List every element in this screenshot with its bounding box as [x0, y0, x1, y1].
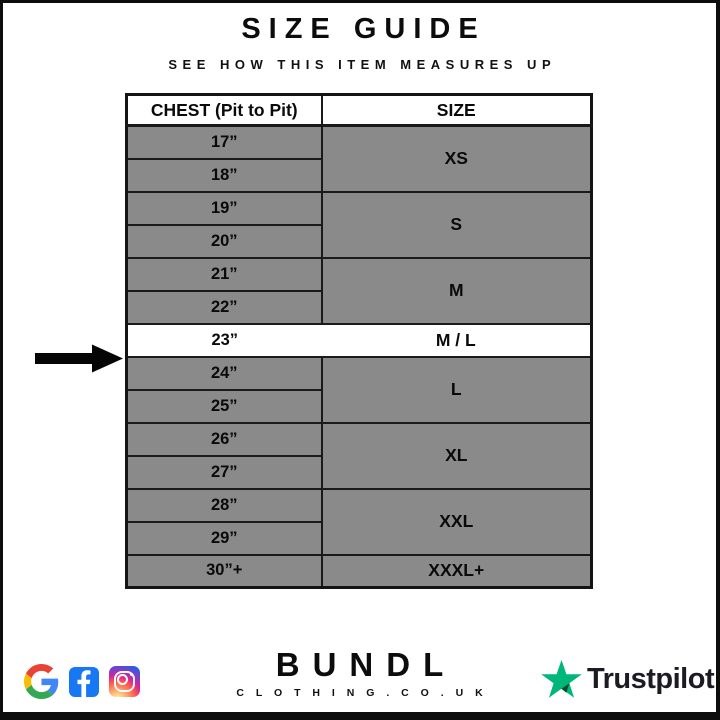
size-table: CHEST (Pit to Pit) SIZE 17” XS 18” 19” S…: [125, 93, 593, 589]
table-row: 29”: [125, 521, 592, 556]
table-row: 18”: [125, 158, 592, 193]
chest-cell-highlighted: 23”: [125, 322, 322, 358]
chest-cell: 21”: [125, 256, 323, 292]
chest-cell: 20”: [125, 224, 323, 259]
table-row: 21” M: [125, 256, 593, 325]
google-icon[interactable]: [24, 664, 59, 699]
brand-logo: BUNDL C L O T H I N G . C O . U K: [3, 646, 716, 699]
size-cell: XS: [320, 124, 593, 193]
instagram-camera-frame: [114, 671, 135, 692]
brand-name: BUNDL: [275, 646, 457, 683]
size-cell: XL: [320, 421, 593, 490]
table-row: 22”: [125, 290, 592, 325]
table-row: 19” S: [125, 190, 593, 259]
highlight-arrow-icon: [35, 344, 123, 373]
table-row: 30”+ XXXL+: [125, 553, 593, 589]
chest-cell: 30”+: [125, 553, 323, 589]
size-cell: XXL: [320, 487, 593, 556]
chest-cell: 17”: [125, 124, 323, 160]
social-icons: [24, 664, 140, 699]
chest-cell: 24”: [125, 355, 323, 391]
table-row: 24” L: [125, 355, 593, 424]
size-cell: XXXL+: [320, 553, 593, 589]
chest-cell: 29”: [125, 521, 323, 556]
trustpilot-wordmark: Trustpilot: [587, 663, 715, 695]
chest-cell: 28”: [125, 487, 323, 523]
table-row: 25”: [125, 389, 592, 424]
chest-cell: 26”: [125, 421, 323, 457]
chest-cell: 27”: [125, 455, 323, 490]
size-table-header-row: CHEST (Pit to Pit) SIZE: [125, 93, 593, 127]
size-cell: M: [320, 256, 593, 325]
size-cell: S: [320, 190, 593, 259]
table-row: 28” XXL: [125, 487, 593, 556]
instagram-icon[interactable]: [109, 666, 140, 697]
column-header-size: SIZE: [320, 93, 593, 127]
table-row: 27”: [125, 455, 592, 490]
size-cell: L: [320, 355, 593, 424]
page-subtitle: SEE HOW THIS ITEM MEASURES UP: [168, 57, 557, 72]
highlighted-table-row: 23” M / L: [125, 322, 593, 358]
chest-cell: 22”: [125, 290, 323, 325]
instagram-camera-lens: [117, 674, 128, 685]
trustpilot-logo[interactable]: Trustpilot: [541, 660, 715, 699]
brand-domain: C L O T H I N G . C O . U K: [236, 687, 488, 699]
table-row: 26” XL: [125, 421, 593, 490]
table-row: 20”: [125, 224, 592, 259]
chest-cell: 18”: [125, 158, 323, 193]
table-row: 17” XS: [125, 124, 593, 193]
instagram-camera-flash-dot: [130, 673, 133, 676]
size-cell-highlighted: M / L: [321, 322, 593, 358]
column-header-chest: CHEST (Pit to Pit): [125, 93, 323, 127]
chest-cell: 25”: [125, 389, 323, 424]
facebook-icon[interactable]: [69, 666, 99, 697]
trustpilot-star-icon: [541, 660, 582, 698]
chest-cell: 19”: [125, 190, 323, 226]
page-title: SIZE GUIDE: [241, 13, 486, 45]
